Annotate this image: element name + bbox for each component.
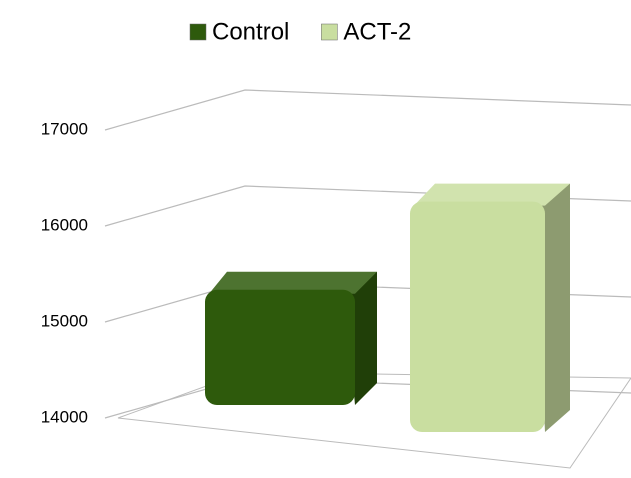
floor — [117, 371, 631, 469]
legend-swatch — [321, 23, 338, 41]
y-tick-label: 17000 — [41, 119, 88, 138]
grid-line — [104, 89, 631, 131]
bar — [410, 183, 570, 432]
bar-top — [209, 271, 377, 294]
legend-swatch — [189, 23, 207, 41]
bar — [205, 271, 377, 405]
bar-front — [410, 201, 545, 432]
bar-front — [205, 289, 355, 405]
legend: Control ACT-2 — [189, 18, 411, 45]
bar-top — [414, 183, 570, 206]
y-tick-label: 15000 — [41, 311, 88, 330]
legend-label: ACT-2 — [343, 18, 411, 45]
y-tick-label: 16000 — [41, 215, 88, 234]
legend-label: Control — [212, 18, 289, 45]
y-tick-label: 14000 — [41, 407, 88, 426]
